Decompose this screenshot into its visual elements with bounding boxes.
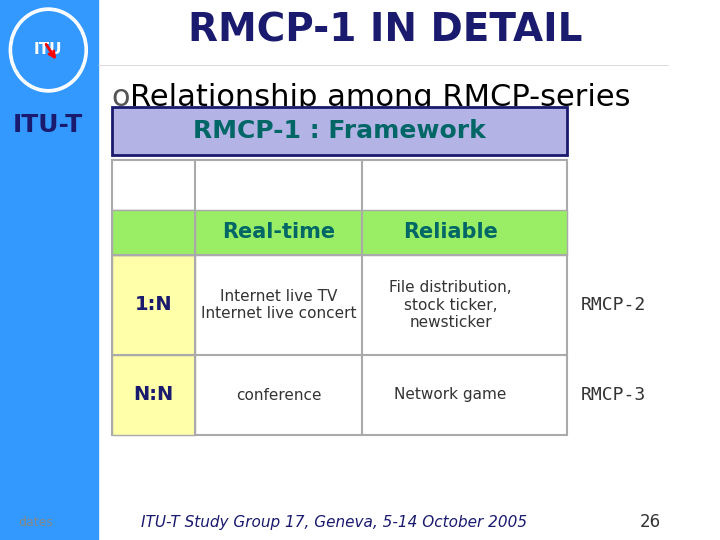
Bar (112, 255, 195, 355)
Text: File distribution,
stock ticker,
newsticker: File distribution, stock ticker, newstic… (390, 280, 512, 330)
Bar (0, 0, 98, 540)
Circle shape (11, 10, 86, 90)
Text: 1:N: 1:N (135, 295, 172, 314)
Text: Relationship among RMCP-series: Relationship among RMCP-series (130, 84, 631, 112)
Text: ITU-T: ITU-T (13, 113, 84, 137)
Text: RMCP-1 : Framework: RMCP-1 : Framework (193, 119, 485, 143)
Bar (112, 355, 195, 435)
Text: N:N: N:N (133, 386, 174, 404)
Bar (112, 160, 567, 435)
Text: ITU: ITU (34, 43, 63, 57)
Bar (112, 210, 567, 255)
Bar (112, 210, 195, 255)
Bar (112, 107, 567, 155)
Text: RMCP-3: RMCP-3 (581, 386, 646, 404)
Text: o: o (112, 84, 130, 112)
Text: RMCP-2: RMCP-2 (581, 296, 646, 314)
Text: Real-time: Real-time (222, 222, 336, 242)
Text: RMCP-1 IN DETAIL: RMCP-1 IN DETAIL (189, 11, 583, 49)
Text: ITU-T Study Group 17, Geneva, 5-14 October 2005: ITU-T Study Group 17, Geneva, 5-14 Octob… (141, 515, 528, 530)
Text: 26: 26 (640, 513, 661, 531)
Text: Network game: Network game (395, 388, 507, 402)
Circle shape (9, 8, 87, 92)
Text: dates: dates (19, 516, 53, 529)
Text: Internet live TV
Internet live concert: Internet live TV Internet live concert (201, 289, 356, 321)
Text: conference: conference (236, 388, 322, 402)
Text: Reliable: Reliable (403, 222, 498, 242)
